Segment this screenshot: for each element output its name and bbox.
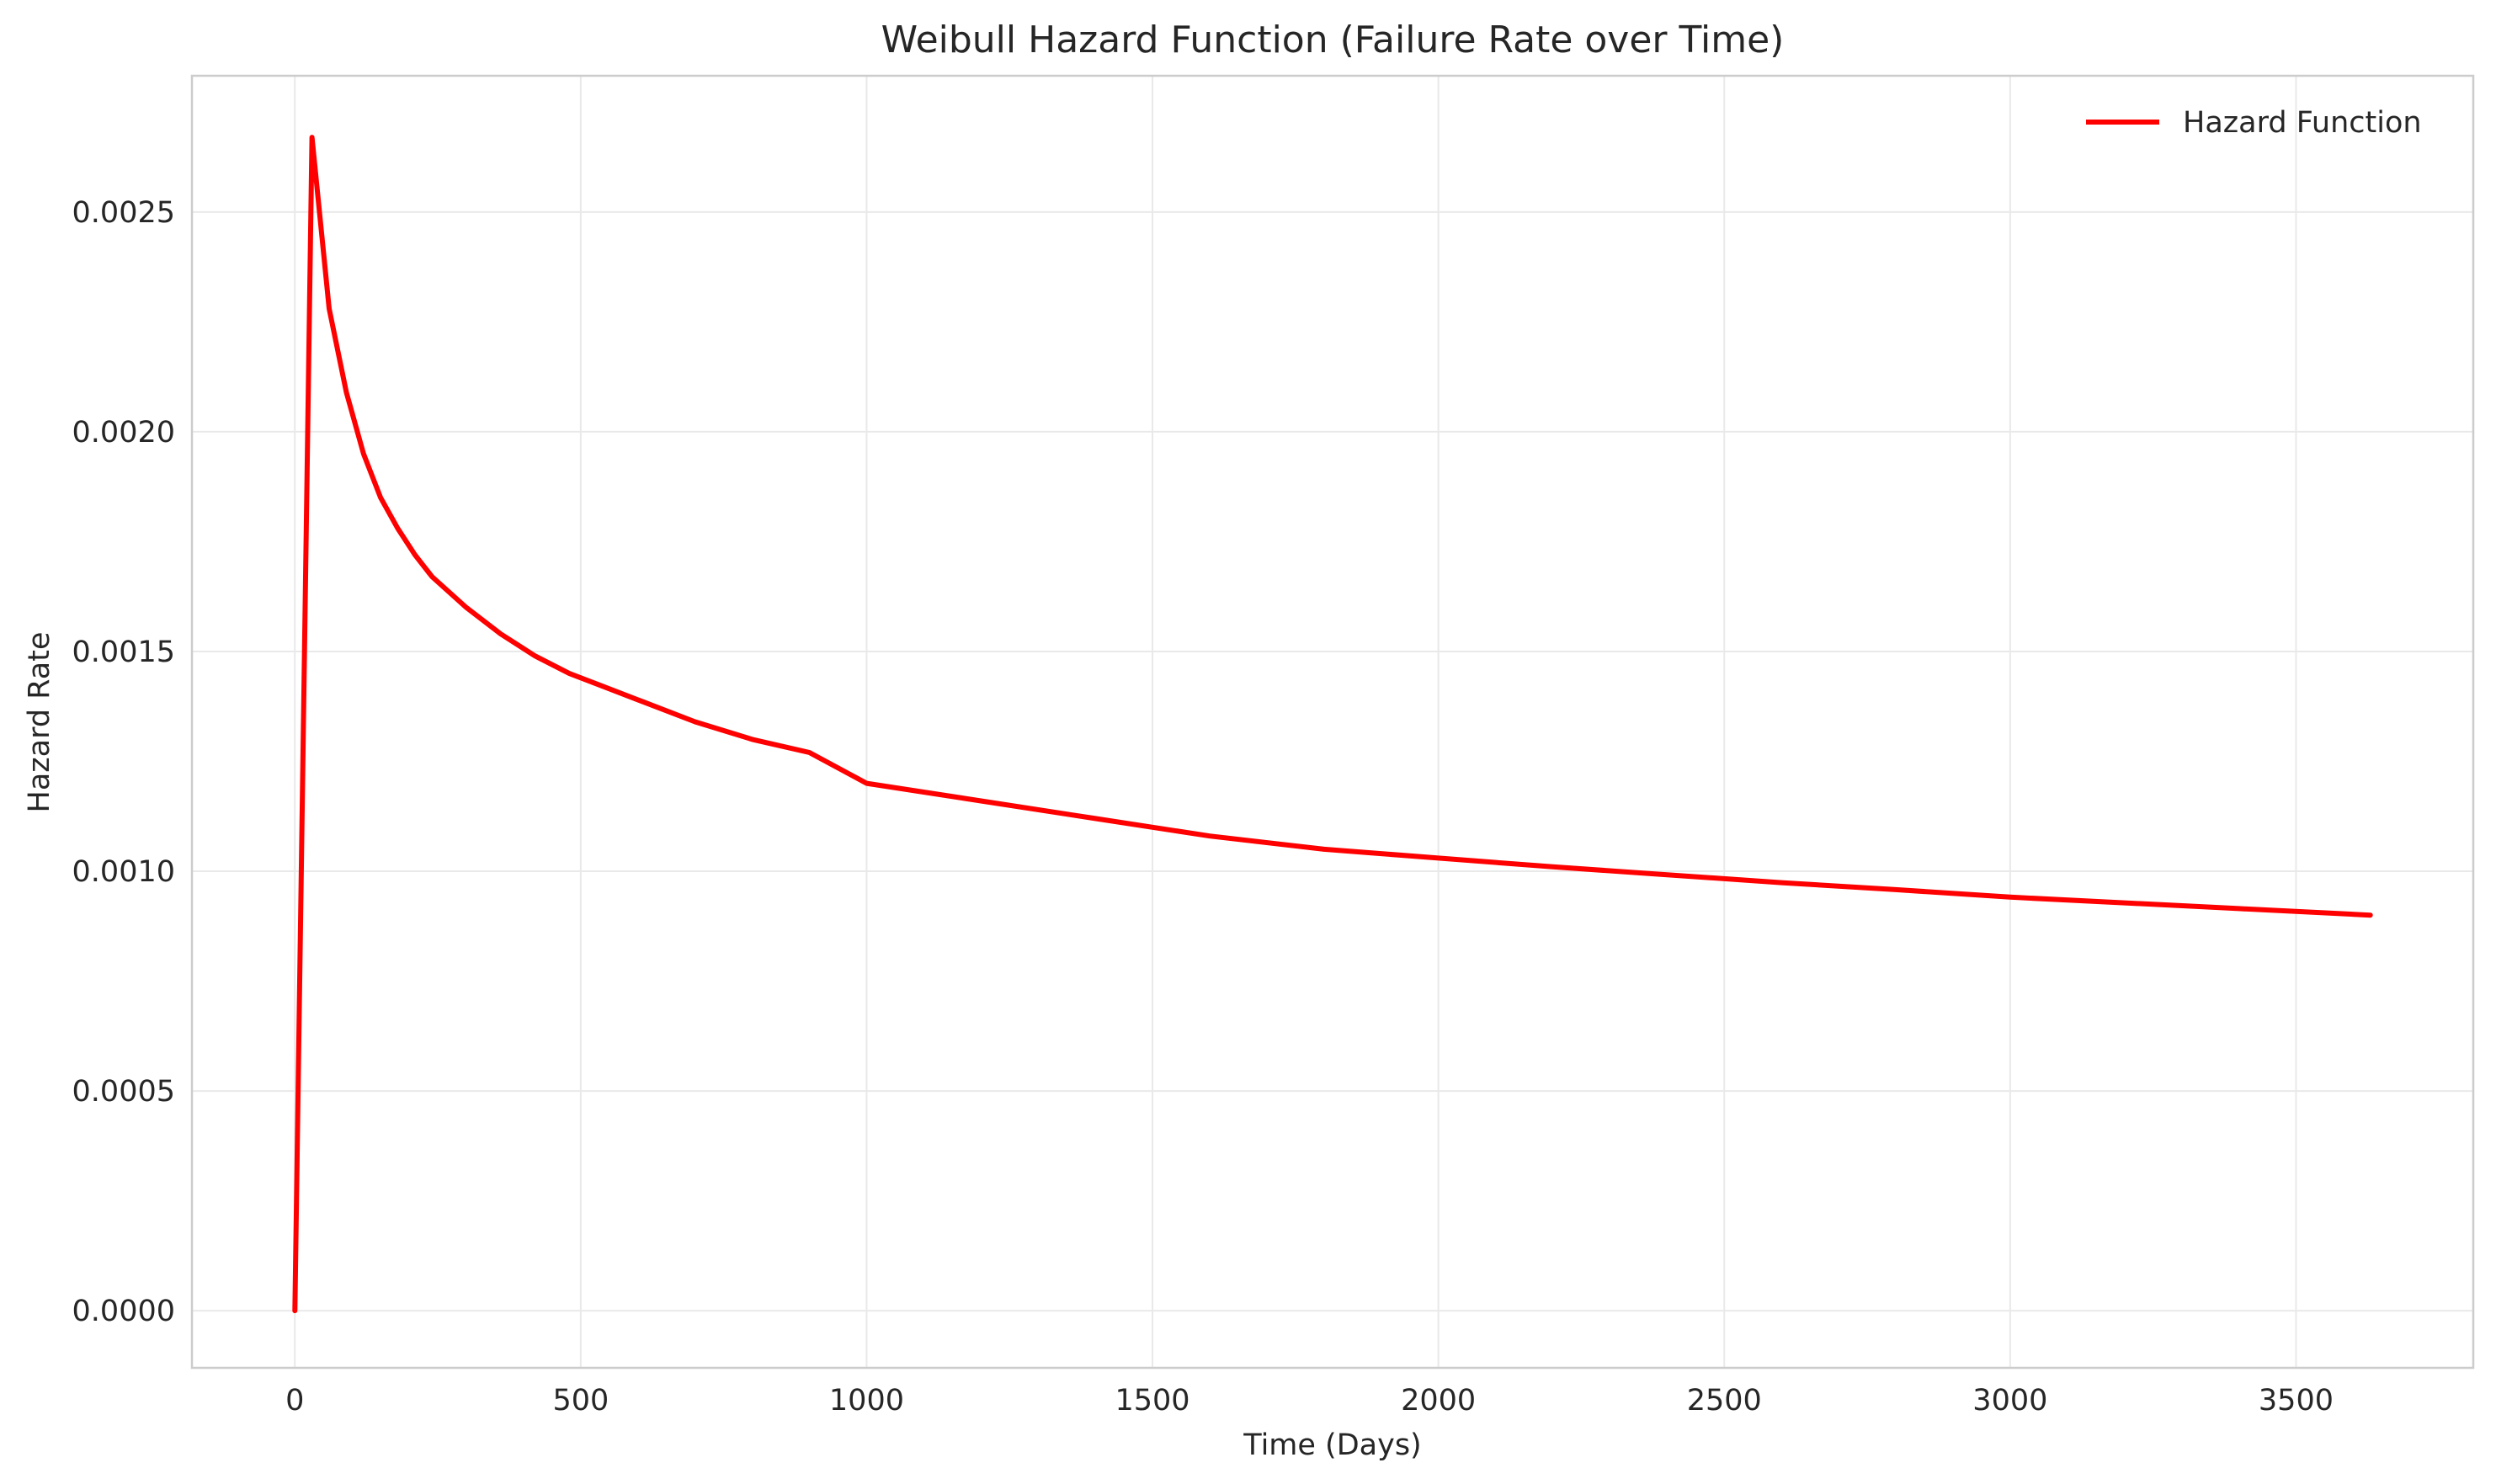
y-tick-label: 0.0025: [72, 196, 175, 230]
x-tick-label: 0: [285, 1384, 304, 1418]
x-tick-label: 3000: [1972, 1384, 2047, 1418]
y-tick-label: 0.0005: [72, 1075, 175, 1109]
y-tick-label: 0.0010: [72, 855, 175, 889]
x-tick-label: 500: [552, 1384, 609, 1418]
x-axis-label: Time (Days): [1243, 1428, 1421, 1462]
x-tick-label: 3500: [2259, 1384, 2334, 1418]
series-layer: [292, 135, 2373, 1314]
x-grid: [294, 76, 2297, 1368]
series-line-hazard-function: [292, 135, 2373, 1314]
y-tick-label: 0.0015: [72, 636, 175, 669]
x-tick-label: 1500: [1115, 1384, 1190, 1418]
legend: Hazard Function: [2086, 106, 2422, 140]
y-tick-label: 0.0020: [72, 416, 175, 449]
y-grid: [192, 210, 2473, 1312]
x-tick-label: 2000: [1401, 1384, 1476, 1418]
x-tick-labels: 0 500 1000 1500 2000 2500 3000 3500: [285, 1384, 2334, 1418]
legend-label-hazard-function: Hazard Function: [2183, 106, 2422, 140]
y-tick-label: 0.0000: [72, 1295, 175, 1328]
x-tick-label: 1000: [829, 1384, 904, 1418]
y-tick-labels: 0.0000 0.0005 0.0010 0.0015 0.0020 0.0025: [72, 196, 175, 1328]
chart-title: Weibull Hazard Function (Failure Rate ov…: [881, 19, 1785, 61]
x-tick-label: 2500: [1687, 1384, 1762, 1418]
y-axis-label: Hazard Rate: [23, 632, 56, 813]
plot-frame: [190, 74, 2475, 1370]
